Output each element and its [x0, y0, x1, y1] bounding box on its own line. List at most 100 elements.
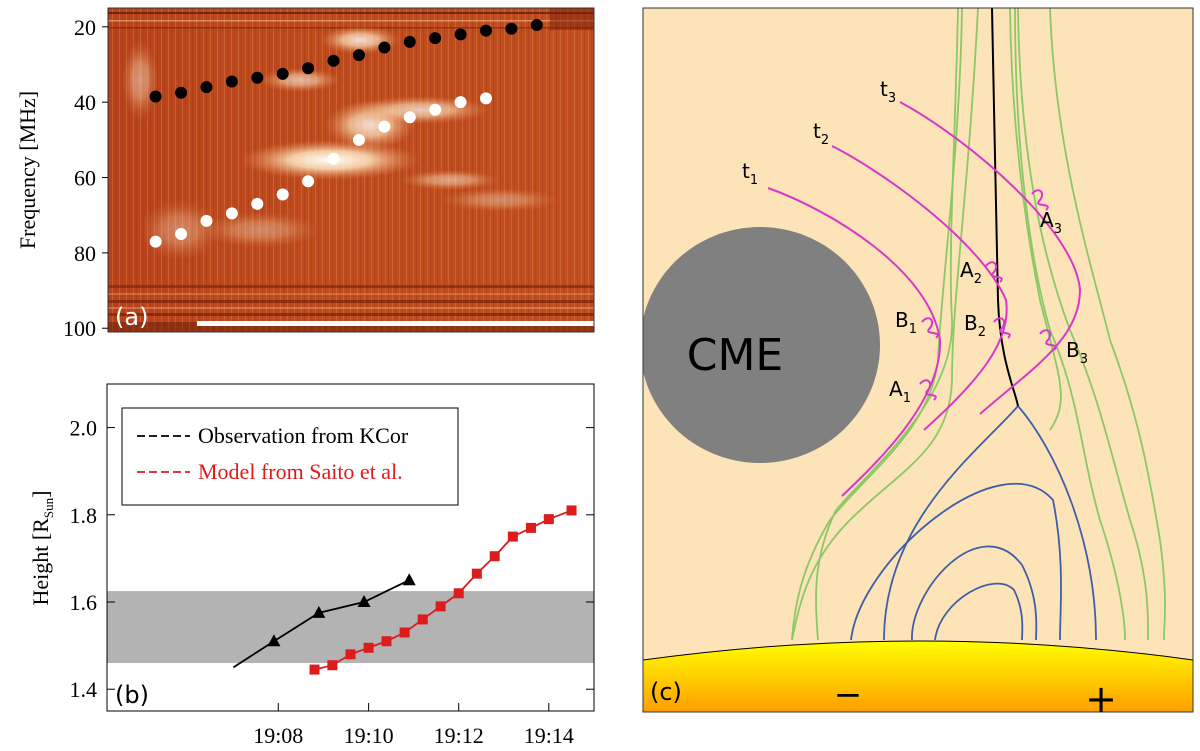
panel-b-legend: Observation from KCor Model from Saito e… [121, 407, 459, 506]
x-tick-label: 19:08 [253, 723, 303, 748]
spectrogram-interference [108, 8, 594, 332]
data-point [225, 207, 238, 220]
x-tick-label: 19:12 [434, 723, 484, 748]
panel-a-y-ticks: 20 40 60 80 100 [63, 15, 108, 341]
y-tick-label: 1.4 [70, 677, 98, 702]
data-point [302, 62, 315, 75]
scribble-region-3 [1031, 189, 1057, 351]
region-label-a3: A3 [1040, 208, 1062, 237]
data-point [251, 71, 264, 84]
data-point [200, 81, 213, 94]
polarity-minus: − [834, 675, 863, 715]
y-tick-label: 80 [74, 241, 96, 266]
region-label-b3: B3 [1066, 338, 1088, 367]
data-point [302, 175, 315, 188]
triangle-marker [402, 573, 416, 586]
data-point [149, 90, 162, 103]
data-point [149, 235, 162, 248]
current-sheet [991, 8, 1019, 407]
data-point [276, 67, 289, 80]
shock-path-t3 [899, 101, 1082, 415]
panel-b-series [232, 505, 577, 675]
time-label-t3: t3 [880, 77, 896, 106]
square-marker [417, 614, 428, 625]
open-field-lines [791, 8, 1166, 641]
square-marker [489, 551, 500, 562]
panel-b-height-plot: 1.4 1.6 1.8 2.0 19:08 19:10 19:12 19:14 Observa… [28, 383, 595, 748]
square-marker [566, 505, 577, 516]
square-marker [453, 588, 464, 599]
data-point [403, 35, 416, 48]
panel-a-ylabel: Frequency [MHz] [15, 91, 40, 249]
shock-path-t1 [767, 187, 942, 497]
panel-a-spectrogram: 20 40 60 80 100 Frequency [MHz] (a) [15, 7, 595, 341]
square-marker [507, 531, 518, 542]
data-point [327, 54, 340, 67]
triangle-marker [357, 595, 371, 607]
shock-path-t2 [831, 145, 1008, 431]
square-marker [399, 627, 410, 638]
square-marker [471, 568, 482, 579]
square-marker [345, 649, 356, 660]
scribble-region-2 [985, 261, 1011, 339]
y-tick-label: 60 [74, 166, 96, 191]
triangle-marker [312, 605, 326, 618]
square-marker [543, 514, 554, 525]
data-point [225, 75, 238, 88]
legend-label-kcor: Observation from KCor [198, 423, 409, 448]
sun-surface [643, 640, 1193, 712]
data-point [530, 18, 543, 31]
shock-paths [767, 101, 1082, 497]
data-point [352, 133, 365, 146]
panel-b-ylabel: Height [RSun] [28, 491, 56, 606]
panel-b-label: (b) [115, 681, 149, 709]
polarity-plus: + [1085, 677, 1117, 721]
data-point [276, 188, 289, 201]
closed-field-lines [850, 404, 1097, 641]
data-point [403, 111, 416, 124]
spectrogram-white-band [197, 321, 594, 326]
triangle-marker [267, 634, 281, 647]
region-label-b2: B2 [964, 311, 986, 340]
data-point [429, 103, 442, 116]
square-marker [435, 601, 446, 612]
data-point [327, 152, 340, 165]
data-point [200, 214, 213, 227]
data-point [175, 228, 188, 241]
y-tick-label: 1.8 [70, 503, 98, 528]
region-label-b1: B1 [895, 308, 917, 337]
y-tick-label: 2.0 [70, 416, 98, 441]
data-point [480, 24, 492, 37]
data-point [454, 96, 467, 109]
scribble-region-1 [919, 317, 939, 401]
square-marker [327, 660, 338, 671]
time-label-t1: t1 [742, 159, 758, 188]
y-tick-label: 1.6 [70, 590, 98, 615]
panel-a-frame [107, 7, 595, 333]
legend-label-model: Model from Saito et al. [198, 459, 403, 484]
y-tick-label: 20 [74, 15, 96, 40]
legend-box [121, 407, 459, 506]
x-tick-label: 19:10 [344, 723, 394, 748]
data-point [454, 28, 467, 41]
data-point [429, 32, 442, 45]
square-marker [381, 636, 392, 647]
region-label-a1: A1 [889, 377, 911, 406]
panel-a-label: (a) [115, 303, 148, 331]
y-tick-label: 40 [74, 90, 96, 115]
panel-a-points [149, 18, 543, 248]
region-label-a2: A2 [960, 258, 982, 287]
panel-c-frame [642, 7, 1194, 713]
square-marker [363, 642, 374, 653]
square-marker [525, 522, 536, 533]
panel-c-label: (c) [650, 678, 682, 706]
time-label-t2: t2 [813, 119, 829, 148]
cme-body [643, 227, 880, 463]
data-point [352, 49, 365, 62]
panel-b-ticks: 1.4 1.6 1.8 2.0 19:08 19:10 19:12 19:14 [70, 416, 594, 748]
square-marker [309, 664, 320, 675]
data-point [251, 197, 264, 210]
data-point [505, 22, 518, 35]
y-tick-label: 100 [63, 316, 96, 341]
